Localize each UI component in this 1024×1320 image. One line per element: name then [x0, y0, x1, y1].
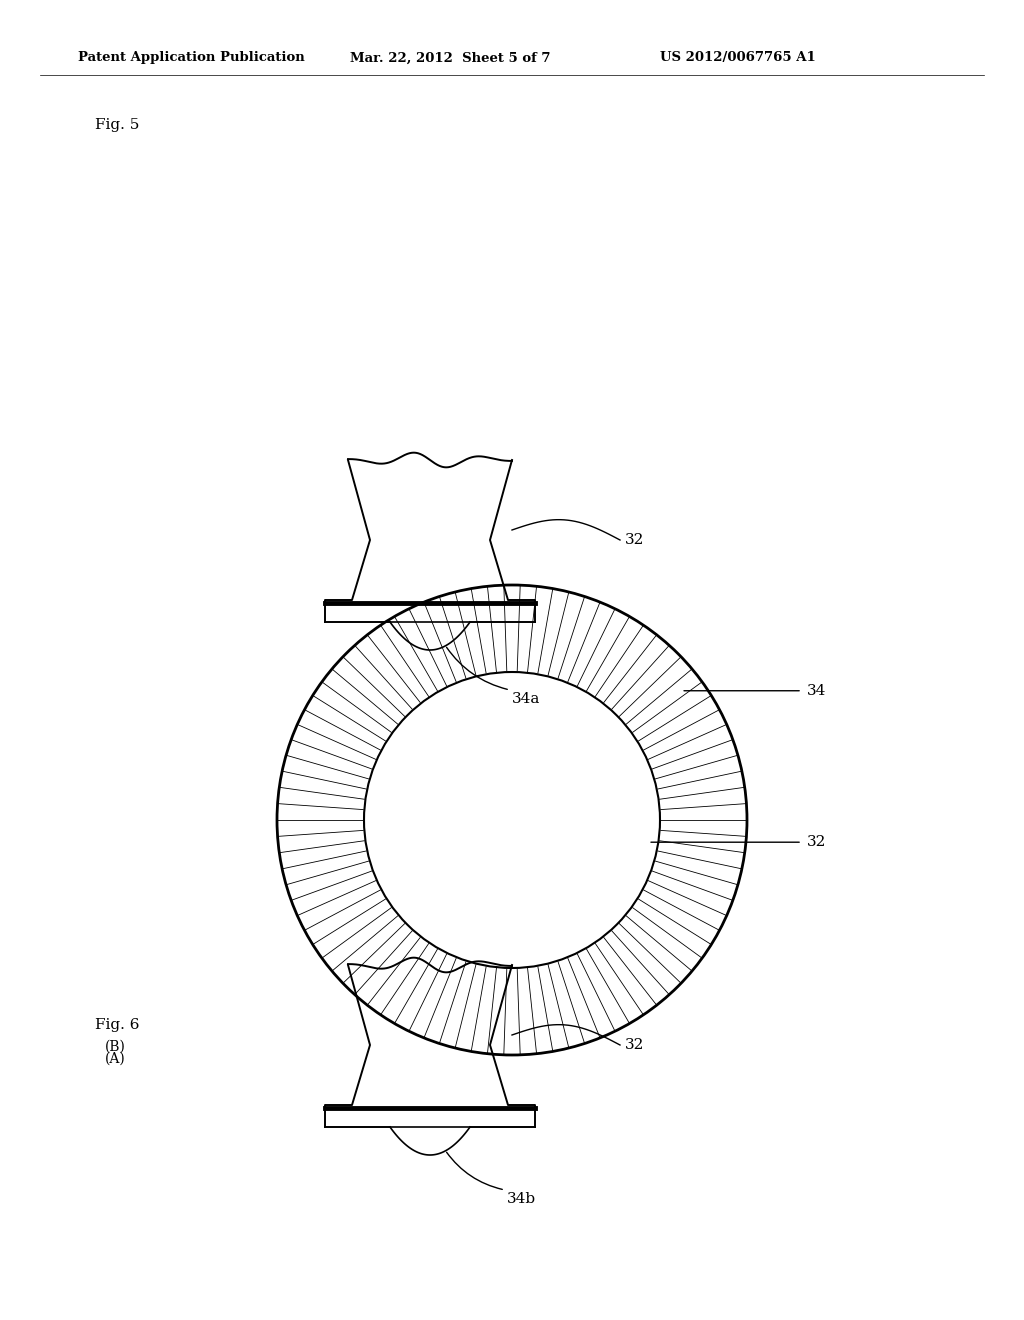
Text: 34b: 34b	[507, 1192, 537, 1206]
Text: Fig. 5: Fig. 5	[95, 117, 139, 132]
Text: (A): (A)	[105, 1052, 126, 1067]
Text: Patent Application Publication: Patent Application Publication	[78, 51, 305, 65]
Text: 34: 34	[807, 684, 826, 698]
Text: 32: 32	[807, 836, 826, 849]
Text: Mar. 22, 2012  Sheet 5 of 7: Mar. 22, 2012 Sheet 5 of 7	[350, 51, 551, 65]
Text: US 2012/0067765 A1: US 2012/0067765 A1	[660, 51, 816, 65]
Text: 32: 32	[625, 533, 644, 546]
Text: 34a: 34a	[512, 692, 541, 706]
Text: 32: 32	[625, 1038, 644, 1052]
Circle shape	[278, 585, 746, 1055]
Circle shape	[364, 672, 660, 968]
Text: (B): (B)	[105, 1040, 126, 1053]
Text: Fig. 6: Fig. 6	[95, 1018, 139, 1032]
